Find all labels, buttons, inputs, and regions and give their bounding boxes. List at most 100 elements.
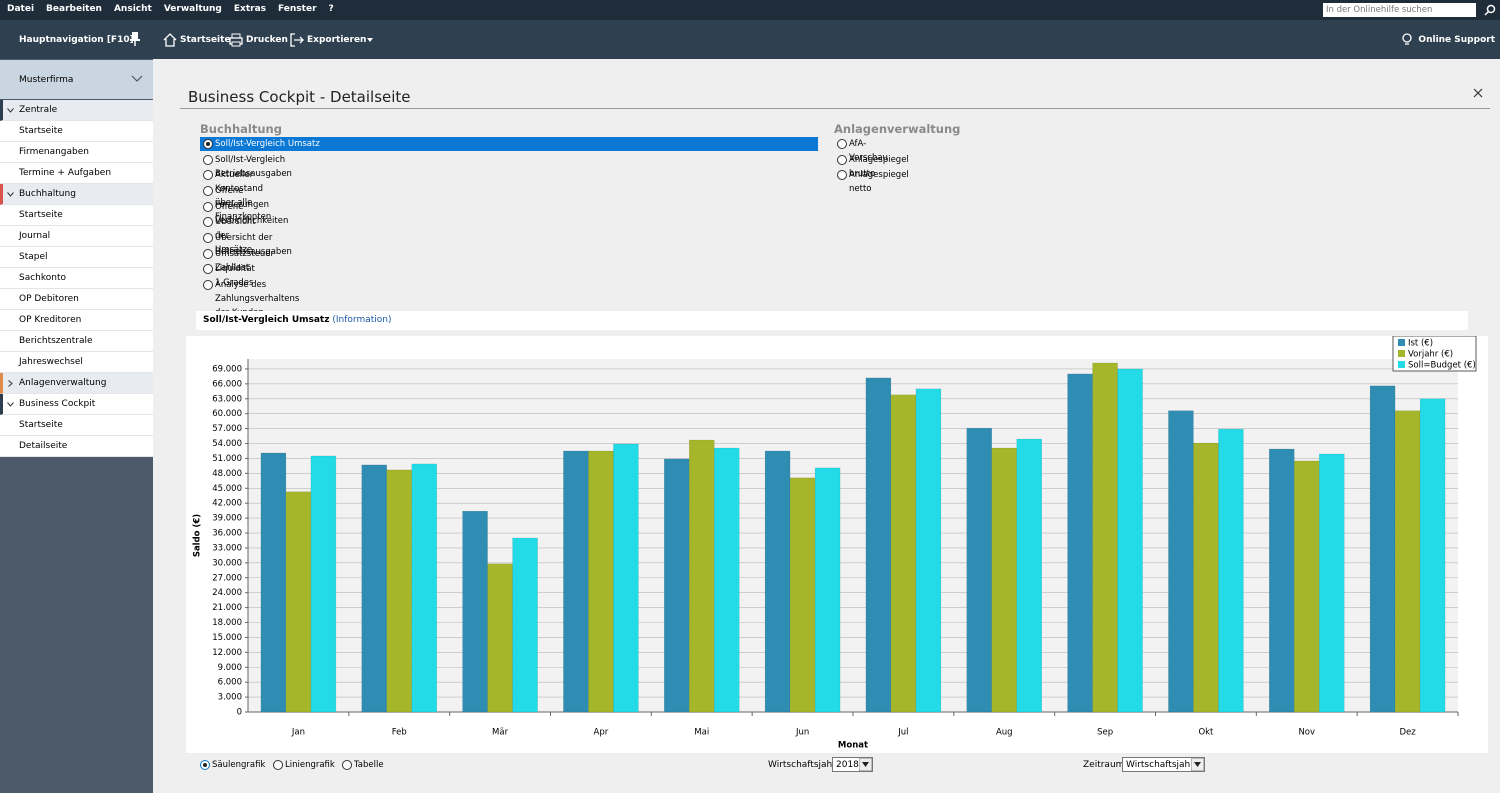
menu-item[interactable]: ? [328,4,334,14]
nav-item[interactable]: Termine + Aufgaben [0,163,153,184]
radio-option[interactable]: Anlagespiegel netto [834,168,909,194]
radio-option[interactable]: Analyse des Zahlungsverhaltens der Kunde… [200,278,299,318]
bar [1168,410,1194,713]
radio-option[interactable]: Übersicht der Umsätze [200,215,256,255]
search-icon[interactable] [1484,4,1496,16]
company: Musterfirma [19,75,74,85]
radio-label: Aktueller Kontostand über alle Finanzkon… [215,170,272,223]
nav-item[interactable]: Jahreswechsel [0,352,153,373]
nav-group[interactable]: Zentrale [0,100,153,121]
x-tick-label: Feb [392,728,407,738]
dropdown-arrow [367,37,374,42]
bar [1419,398,1446,713]
radio-option[interactable]: Offene Verbindlichkeiten [200,200,288,226]
chevron [7,108,14,113]
radio-button [203,217,213,228]
radio-button [837,139,847,149]
toolbar-label: Drucken [246,35,288,45]
period-select-value: Wirtschaftsjahr [1126,760,1194,770]
period-label: Zeitraum: [1083,760,1128,770]
radio-option[interactable]: Übersicht der Betriebsausgaben [200,231,292,257]
nav-item[interactable]: Detailseite [0,436,153,457]
company-block[interactable]: Musterfirma [0,60,153,99]
chart-header: Soll/Ist-Vergleich Umsatz (Information) [196,311,1468,330]
toolbar-button[interactable]: Drucken [228,32,288,48]
radio-option[interactable]: Umsatzsteuer Zahllast [200,247,274,273]
info-link[interactable]: (Information) [332,315,392,325]
view-option[interactable]: Liniengrafik [270,758,335,772]
period-select[interactable]: Wirtschaftsjahr [1122,757,1205,772]
radio-label: Soll/Ist-Vergleich Umsatz [215,139,320,149]
year-select[interactable]: 2018 [832,757,873,772]
nav-item[interactable]: Startseite [0,121,153,142]
bar [361,464,387,713]
bar [512,537,538,713]
y-tick-label: 27.000 [212,573,242,583]
x-tick-label: Okt [1198,728,1214,738]
toolbar-icon [290,33,304,47]
nav-item[interactable]: Berichtszentrale [0,331,153,352]
menu-item[interactable]: Fenster [278,4,317,14]
menu-item[interactable]: Extras [233,4,267,14]
nav-item[interactable]: Stapel [0,247,153,268]
radio-label: Übersicht der Betriebsausgaben [215,232,292,257]
bar [714,447,740,713]
bar [991,447,1017,713]
radio-button [837,170,847,181]
radio-option[interactable]: Aktueller Kontostand über alle Finanzkon… [200,168,271,222]
year-label: Wirtschaftsjahr: [768,760,839,770]
nav-item[interactable]: OP Debitoren [0,289,153,310]
online-support[interactable]: Online Support [1400,32,1495,48]
radio-option[interactable]: AfA-Vorschau [834,137,888,163]
y-tick-label: 9.000 [218,663,242,673]
nav-item[interactable]: Firmenangaben [0,142,153,163]
bar [865,377,892,713]
y-tick-label: 69.000 [212,364,242,374]
toolbar-button[interactable]: Startseite [162,32,231,48]
chevron [7,192,14,197]
menu-item[interactable]: Ansicht [113,4,152,14]
close-button[interactable] [1473,88,1483,98]
nav-item[interactable]: Startseite [0,415,153,436]
radio-button [203,201,213,212]
nav-item[interactable]: Startseite [0,205,153,226]
pin-icon[interactable] [129,31,141,47]
bar [1092,362,1118,713]
radio-option[interactable]: Offene Forderungen [200,184,269,210]
toolbar: Startseite Drucken Exportieren Online Suppo… [153,20,1500,59]
radio-option[interactable]: Soll/Ist-Vergleich Betriebsausgaben [200,153,292,179]
toolbar-label: Startseite [180,35,231,45]
nav-item[interactable]: Sachkonto [0,268,153,289]
nav-group[interactable]: Business Cockpit [0,394,153,415]
search-box[interactable]: In der Onlinehilfe suchen [1323,3,1476,17]
nav-group[interactable]: Anlagenverwaltung [0,373,153,394]
radio-option[interactable]: Anlagespiegel brutto [834,153,909,179]
menu-item[interactable]: Datei [7,4,35,14]
view-option[interactable]: Tabelle [339,758,384,772]
legend-swatch [1398,361,1405,368]
bar [1218,428,1244,713]
menu-item[interactable]: Bearbeiten [46,4,102,14]
bar [1067,373,1093,713]
bar [1016,438,1042,713]
radio-option[interactable]: Liquidität 1.Grades [200,262,255,288]
menu-item[interactable]: Verwaltung [163,4,222,14]
bar [1117,368,1143,713]
nav-item[interactable]: OP Kreditoren [0,310,153,331]
toolbar-label: Exportieren [307,35,367,45]
dropdown-button [859,758,872,771]
x-tick-label: Aug [996,728,1013,738]
nav-group[interactable]: Buchhaltung [0,184,153,205]
y-tick-label: 21.000 [212,603,242,613]
radio-label: Tabelle [354,760,384,770]
view-option[interactable]: Säulengrafik [197,758,265,772]
y-tick-label: 6.000 [218,678,242,688]
radio-button [837,154,847,165]
menu-bar: Datei Bearbeiten Ansicht Verwaltung Extras Fe… [0,0,1500,20]
radio-label: Umsatzsteuer Zahllast [215,248,275,273]
radio-option[interactable]: Soll/Ist-Vergleich Umsatz [200,137,818,151]
radio-label: Übersicht der Umsätze [215,217,256,256]
toolbar-button[interactable]: Exportieren [289,32,374,48]
nav-item[interactable]: Journal [0,226,153,247]
year-select-value: 2018 [836,760,859,770]
